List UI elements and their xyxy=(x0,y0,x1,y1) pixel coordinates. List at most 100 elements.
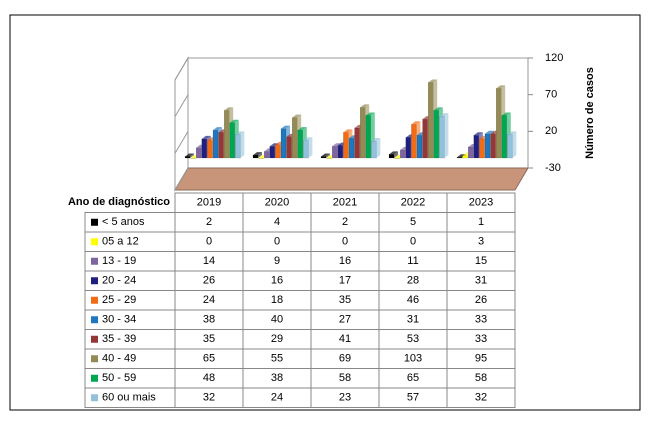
table-value: 65 xyxy=(203,353,215,365)
table-value: 15 xyxy=(475,255,487,267)
bar-top xyxy=(253,152,262,156)
table-value: 2 xyxy=(206,216,212,228)
bar-top xyxy=(201,135,211,139)
legend-label: 35 - 39 xyxy=(102,333,136,345)
table-value: 27 xyxy=(339,314,351,326)
bar xyxy=(207,140,213,159)
bar xyxy=(496,88,502,159)
bar-top xyxy=(428,79,438,83)
bar xyxy=(201,138,208,159)
side-wall xyxy=(174,56,189,192)
x-tick-label: 2021 xyxy=(333,197,357,209)
table-value: 38 xyxy=(203,314,215,326)
y-tick-label: 20 xyxy=(545,125,557,137)
legend-key xyxy=(91,394,98,402)
bar-top xyxy=(281,125,290,129)
table-value: 103 xyxy=(404,353,422,365)
table-cell xyxy=(446,387,516,408)
legend-label: 30 - 34 xyxy=(102,314,136,326)
bar xyxy=(388,154,395,159)
bar-top xyxy=(235,131,245,135)
wall-line xyxy=(174,167,189,191)
table-value: 5 xyxy=(410,216,416,228)
bar xyxy=(286,136,292,159)
table-value: 46 xyxy=(407,294,419,306)
table-value: 3 xyxy=(478,236,484,248)
table-value: 0 xyxy=(342,236,348,248)
table-value: 35 xyxy=(339,294,351,306)
bar xyxy=(422,118,428,159)
x-tick-label: 2023 xyxy=(469,197,493,209)
table-value: 18 xyxy=(271,294,283,306)
bar-top xyxy=(224,107,234,111)
bar-top xyxy=(303,137,313,141)
bar xyxy=(468,146,474,159)
bar-top xyxy=(485,130,494,134)
table-value: 16 xyxy=(271,275,283,287)
legend-key xyxy=(91,257,98,265)
table-value: 0 xyxy=(206,236,212,248)
table-value: 24 xyxy=(203,294,215,306)
legend-key xyxy=(91,374,98,382)
table-value: 69 xyxy=(339,353,351,365)
bar-top xyxy=(411,121,421,125)
table-value: 0 xyxy=(274,236,280,248)
bar xyxy=(320,156,327,159)
bar xyxy=(405,137,411,159)
bar xyxy=(223,110,230,159)
bar xyxy=(229,122,236,159)
wall-line xyxy=(174,131,189,154)
table-value: 40 xyxy=(271,314,283,326)
bar xyxy=(195,147,202,159)
bar-top xyxy=(433,107,443,111)
bar-top xyxy=(213,127,222,131)
bar xyxy=(428,82,434,159)
bar-side xyxy=(190,153,194,158)
bar-top xyxy=(229,119,239,123)
table-header: Ano de diagnóstico xyxy=(68,196,170,208)
x-tick-label: 2019 xyxy=(197,197,221,209)
bar xyxy=(479,138,485,159)
bar xyxy=(252,154,259,159)
bar-top xyxy=(292,114,302,118)
table-value: 16 xyxy=(339,255,351,267)
table-value: 32 xyxy=(203,392,215,404)
table-value: 17 xyxy=(339,275,351,287)
bar xyxy=(190,157,196,159)
table-value: 11 xyxy=(407,255,418,267)
bar xyxy=(297,129,303,159)
bar xyxy=(456,157,463,159)
table-value: 28 xyxy=(407,275,419,287)
legend-key xyxy=(91,238,98,246)
table-value: 4 xyxy=(274,216,280,228)
bar-top xyxy=(507,131,517,135)
table-value: 23 xyxy=(339,392,351,404)
bar-top xyxy=(473,132,483,136)
bar xyxy=(501,115,507,159)
bar xyxy=(354,127,360,159)
table-value: 31 xyxy=(475,275,487,287)
bar xyxy=(394,157,400,159)
table-value: 48 xyxy=(203,372,215,384)
legend-label: 05 a 12 xyxy=(102,236,139,248)
legend-key xyxy=(91,296,98,304)
table-value: 9 xyxy=(274,255,280,267)
table-value: 26 xyxy=(475,294,487,306)
table-value: 65 xyxy=(407,372,419,384)
legend-label: 25 - 29 xyxy=(102,294,136,306)
table-value: 41 xyxy=(339,333,351,345)
bar-top xyxy=(389,151,398,155)
bar-side xyxy=(444,113,449,158)
bar xyxy=(343,132,349,159)
table-value: 1 xyxy=(478,216,484,228)
floor xyxy=(174,167,529,191)
table-value: 24 xyxy=(271,392,283,404)
bar xyxy=(462,155,468,159)
legend-key xyxy=(91,277,98,285)
table-value: 53 xyxy=(407,333,419,345)
legend-label: 40 - 49 xyxy=(102,353,136,365)
bar xyxy=(218,132,224,159)
table-value: 95 xyxy=(475,353,487,365)
legend-label: 20 - 24 xyxy=(102,275,136,287)
